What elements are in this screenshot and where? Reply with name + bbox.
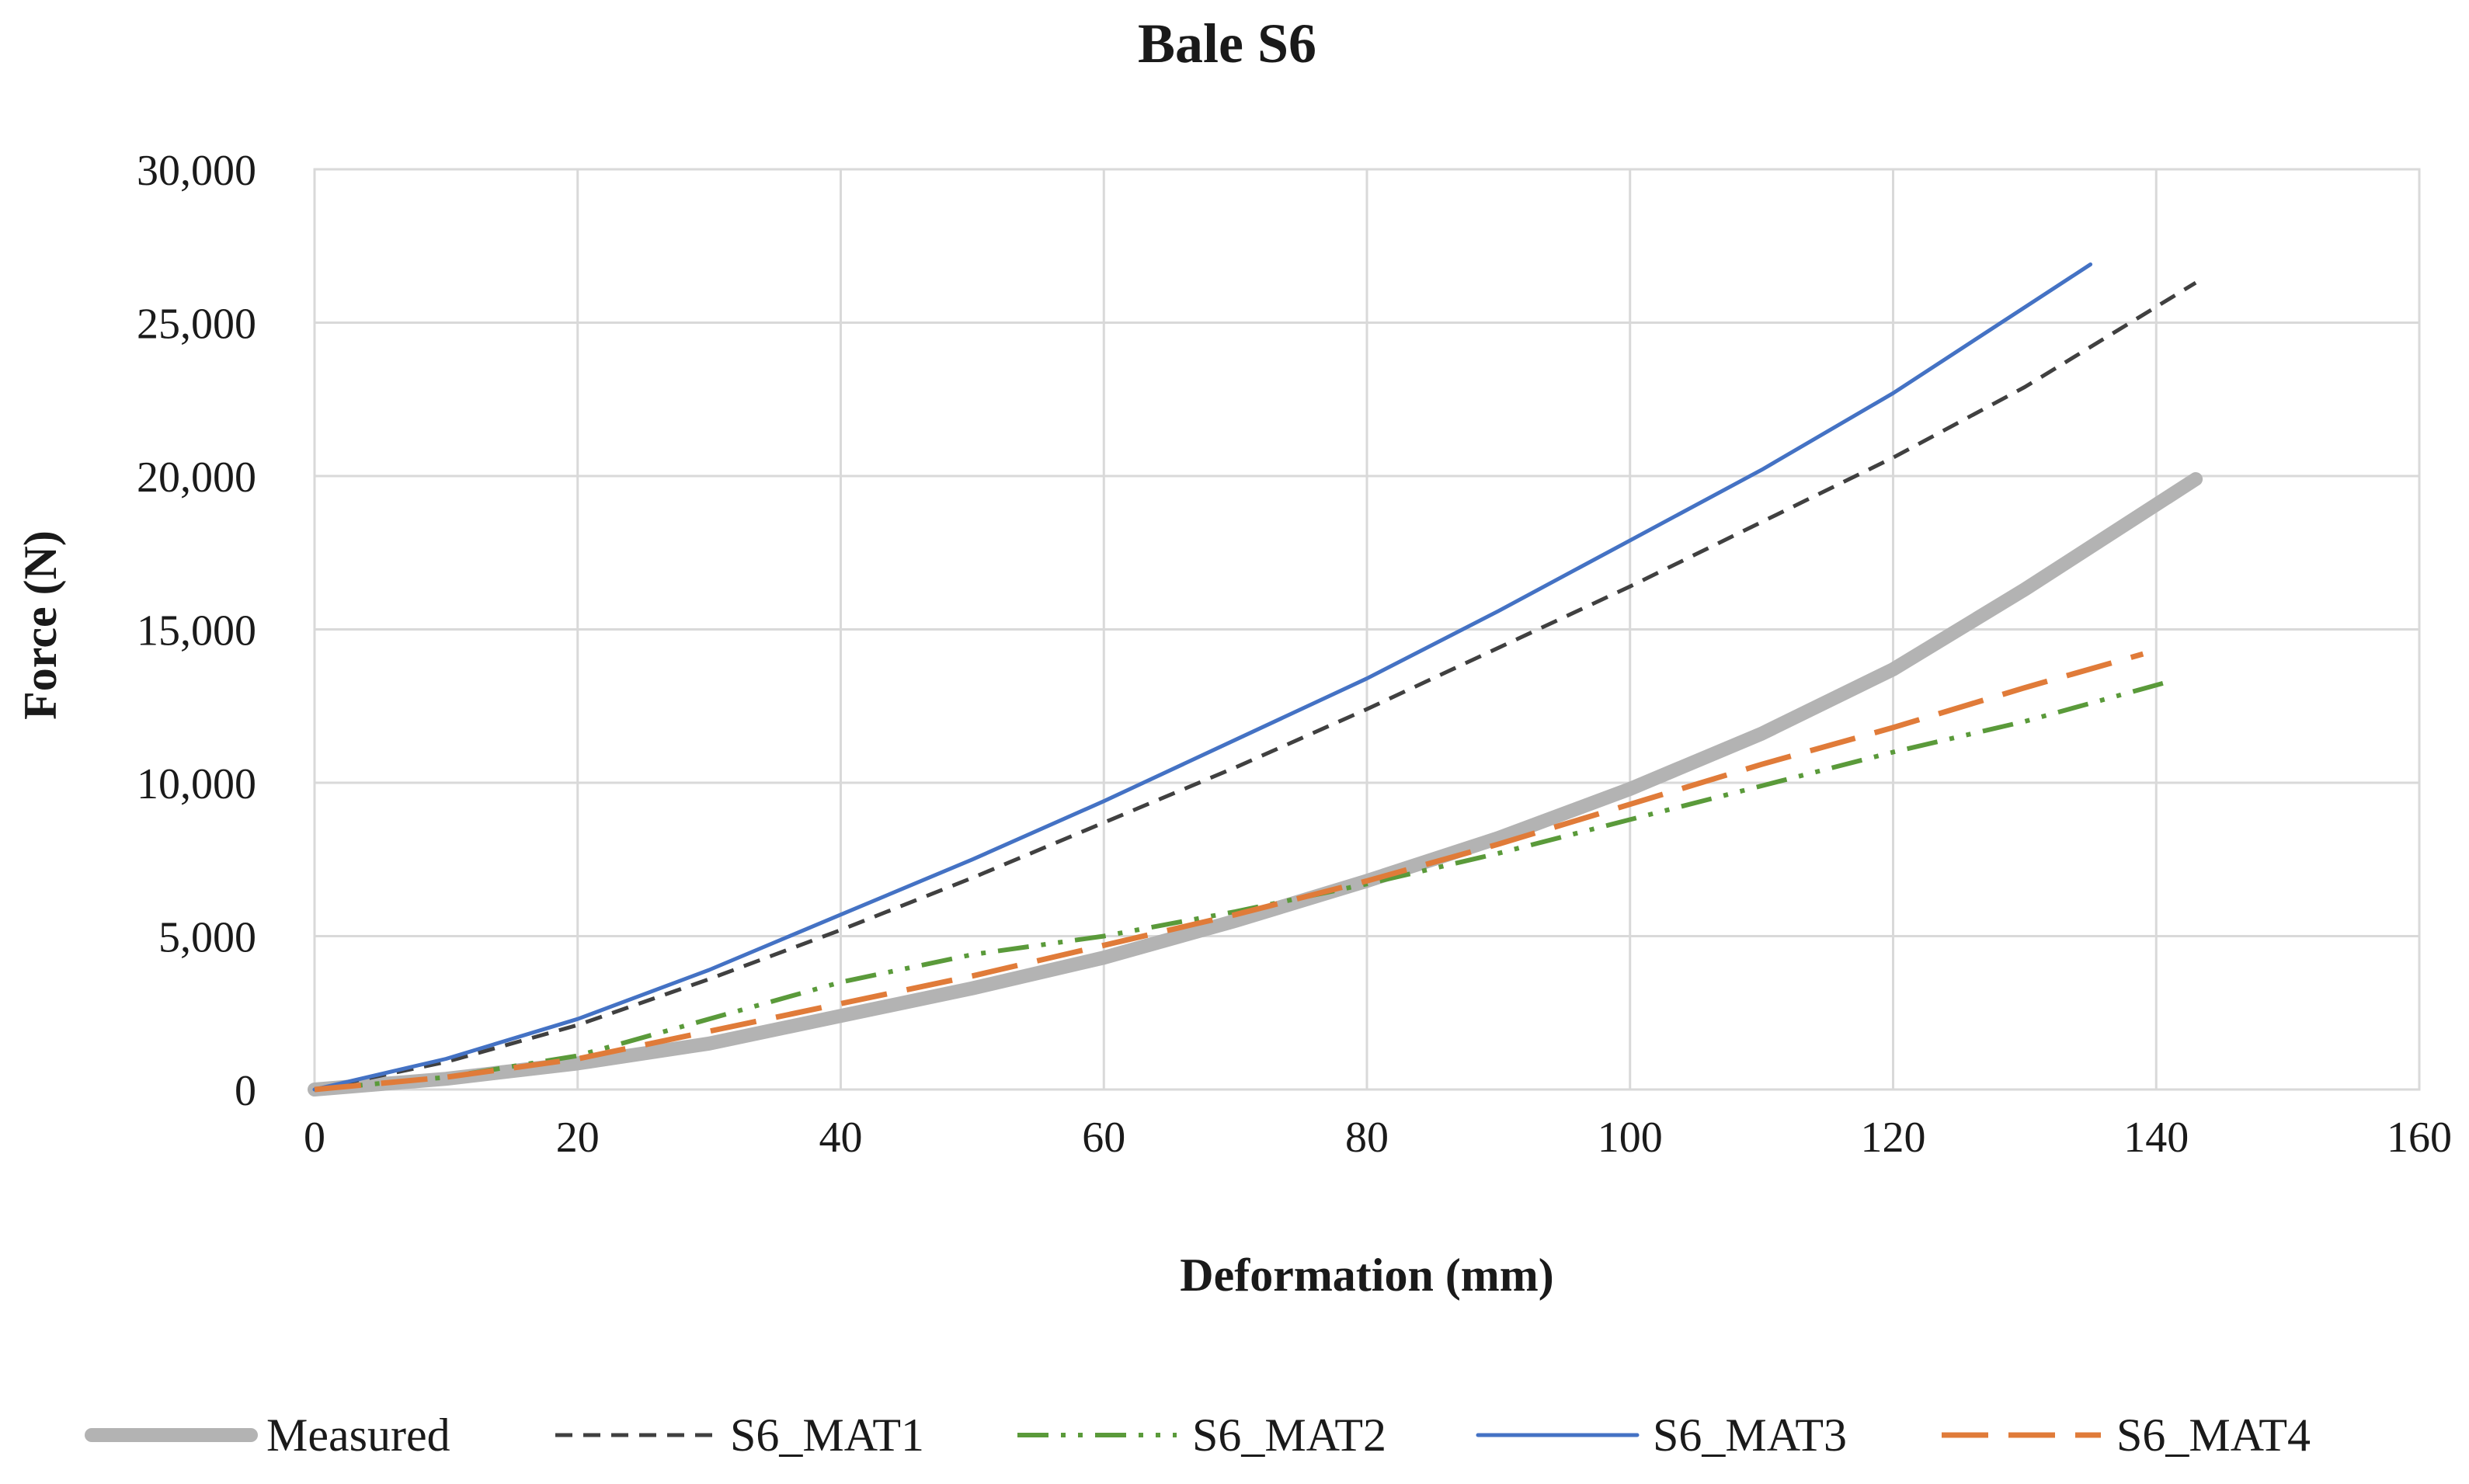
legend-label: Measured [266, 1409, 450, 1461]
legend-label: S6_MAT3 [1653, 1409, 1847, 1461]
x-tick-label: 140 [2123, 1114, 2189, 1162]
x-tick-label: 60 [1082, 1114, 1125, 1162]
series-line-s6-mat1 [314, 280, 2197, 1092]
grid-layer [313, 168, 2421, 1091]
plot-frame [313, 168, 2421, 1091]
series-line-measured [308, 472, 2203, 1096]
y-tick-label: 5,000 [158, 914, 256, 962]
series-line-s6-mat2 [314, 679, 2170, 1092]
x-axis-title: Deformation (mm) [1180, 1249, 1554, 1301]
legend-label: S6_MAT4 [2116, 1409, 2311, 1461]
x-tick-label: 100 [1598, 1114, 1663, 1162]
x-tick-label: 40 [819, 1114, 863, 1162]
legend-label: S6_MAT1 [730, 1409, 924, 1461]
x-tick-label: 120 [1861, 1114, 1926, 1162]
x-tick-label: 20 [556, 1114, 600, 1162]
y-tick-label: 10,000 [137, 760, 256, 808]
series-line-s6-mat3 [312, 262, 2093, 1092]
y-axis-title: Force (N) [15, 530, 66, 720]
y-tick-label: 15,000 [137, 607, 256, 655]
series-line-s6-mat4 [314, 651, 2144, 1093]
series-layer [308, 262, 2203, 1096]
x-tick-label: 80 [1345, 1114, 1389, 1162]
chart-title: Bale S6 [1138, 12, 1316, 75]
y-tick-label: 20,000 [137, 454, 256, 502]
y-tick-label: 30,000 [137, 147, 256, 195]
y-tick-label: 0 [235, 1067, 256, 1115]
legend: Measured S6_MAT1 S6_MAT2 S6_MAT3 S6_MAT4 [85, 1409, 2311, 1461]
y-tick-label: 25,000 [137, 301, 256, 349]
x-tick-label: 0 [304, 1114, 325, 1162]
x-tick-label: 160 [2387, 1114, 2452, 1162]
legend-label: S6_MAT2 [1192, 1409, 1386, 1461]
tick-layer: 0 20 40 60 80 100 120 140 160 0 5,000 10,000 15,000 2… [137, 147, 2452, 1162]
